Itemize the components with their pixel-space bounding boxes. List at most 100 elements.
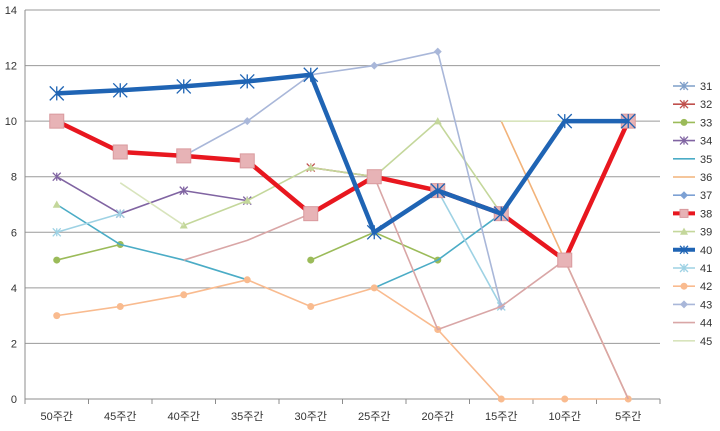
series-40-point-stroke — [557, 113, 573, 129]
series-41-line — [437, 190, 502, 307]
legend-label: 43 — [700, 299, 712, 311]
series-40-point — [493, 206, 509, 222]
series-42-point — [180, 291, 188, 299]
legend-label: 31 — [700, 81, 712, 93]
x-axis-ticks: 50주간 45주간 40주간 35주간 30주간 25주간 20주간 15주간 10주간 5주간 — [24, 399, 661, 423]
legend-entry-44: 44 — [673, 318, 712, 330]
series-40-point — [49, 85, 65, 101]
series-34-point-stroke — [179, 186, 189, 196]
series-42-point — [116, 302, 124, 310]
series-40-point — [557, 113, 573, 129]
series-40-point — [303, 67, 319, 83]
series-38-point — [112, 144, 128, 160]
series-40-point — [366, 224, 382, 240]
series-39-point — [52, 200, 61, 208]
legend-label: 45 — [700, 336, 712, 348]
legend-swatch-marker-stroke — [679, 263, 689, 273]
series-40-point-stroke — [620, 113, 636, 129]
series-41-point-stroke — [115, 209, 125, 219]
legend-swatch-marker — [679, 81, 689, 91]
legend-label: 41 — [700, 263, 712, 275]
grid-lines — [24, 9, 660, 400]
series-44-line — [183, 175, 629, 400]
legend-label: 38 — [700, 208, 712, 220]
series-42-point — [243, 276, 251, 284]
series-38-point — [557, 252, 573, 268]
legend-label: 42 — [700, 281, 712, 293]
series-42 — [53, 276, 632, 403]
legend-entry-40: 40 — [673, 245, 712, 257]
legend-entry-45: 45 — [673, 336, 712, 348]
series-40-point-stroke — [366, 224, 382, 240]
series-38-point — [366, 169, 382, 185]
legend-swatch-marker — [679, 99, 689, 109]
series-40 — [49, 67, 636, 240]
series-39-point — [433, 117, 442, 125]
series-40-point-stroke — [176, 78, 192, 94]
legend-entry-31: 31 — [673, 81, 712, 93]
plot-area — [49, 47, 636, 403]
series-34-line — [56, 176, 248, 215]
y-axis-ticks: 0 2 4 6 8 10 12 14 — [5, 5, 17, 406]
legend-swatch-marker — [679, 136, 689, 146]
y-tick-label: 8 — [11, 172, 17, 184]
x-tick-label: 10주간 — [549, 410, 581, 423]
legend: 31 32 33 34 35 36 37 38 39 40 41 42 43 44 45 — [673, 81, 712, 348]
legend-swatch-marker-stroke — [679, 99, 689, 109]
legend-label: 35 — [700, 154, 712, 166]
series-34-point-stroke — [52, 172, 62, 182]
series-38-point — [303, 206, 319, 222]
legend-swatch-marker — [680, 191, 688, 200]
series-43-point — [433, 47, 442, 56]
x-tick-label: 5주간 — [615, 410, 641, 423]
legend-label: 34 — [700, 136, 712, 148]
legend-label: 36 — [700, 172, 712, 184]
legend-label: 44 — [700, 318, 712, 330]
legend-entry-34: 34 — [673, 136, 712, 148]
legend-swatch-marker — [680, 118, 688, 126]
series-40-point — [176, 78, 192, 94]
legend-entry-37: 37 — [673, 190, 712, 202]
y-tick-label: 14 — [5, 5, 17, 17]
legend-label: 37 — [700, 190, 712, 202]
series-38-point — [49, 113, 65, 129]
series-43-point — [370, 61, 379, 70]
series-39-point — [306, 163, 315, 171]
y-tick-label: 12 — [5, 61, 17, 73]
series-40-line — [56, 72, 629, 235]
series-42-line — [56, 278, 629, 400]
series-40-point-stroke — [239, 73, 255, 89]
series-45-line — [119, 182, 185, 227]
series-38-line — [55, 119, 631, 263]
legend-swatch-marker-stroke — [679, 81, 689, 91]
legend-entry-41: 41 — [673, 263, 712, 275]
series-42-point — [561, 395, 569, 403]
series-35 — [56, 203, 502, 289]
x-tick-label: 35주간 — [231, 410, 263, 423]
series-39-line — [183, 120, 502, 227]
legend-entry-35: 35 — [673, 154, 712, 166]
legend-swatch-marker-stroke — [679, 136, 689, 146]
legend-swatch-marker — [679, 208, 689, 218]
series-40-point — [239, 73, 255, 89]
y-tick-label: 0 — [11, 394, 17, 406]
y-tick-label: 4 — [11, 283, 17, 295]
x-tick-label: 50주간 — [41, 410, 73, 423]
legend-entry-33: 33 — [673, 117, 712, 129]
legend-swatch-marker-stroke — [679, 245, 689, 255]
series-40-point-stroke — [303, 67, 319, 83]
series-39-point — [243, 196, 252, 204]
x-tick-label: 30주간 — [295, 410, 327, 423]
legend-swatch-marker — [680, 227, 688, 235]
legend-swatch-marker — [680, 300, 688, 309]
series-40-point — [112, 82, 128, 98]
series-40-point — [430, 183, 446, 199]
x-tick-label: 45주간 — [104, 410, 136, 423]
legend-entry-32: 32 — [673, 99, 712, 111]
series-42-point — [307, 302, 315, 310]
series-40-point-stroke — [493, 206, 509, 222]
series-40-point-stroke — [49, 85, 65, 101]
legend-entry-39: 39 — [673, 227, 712, 239]
series-34-point — [179, 186, 189, 196]
